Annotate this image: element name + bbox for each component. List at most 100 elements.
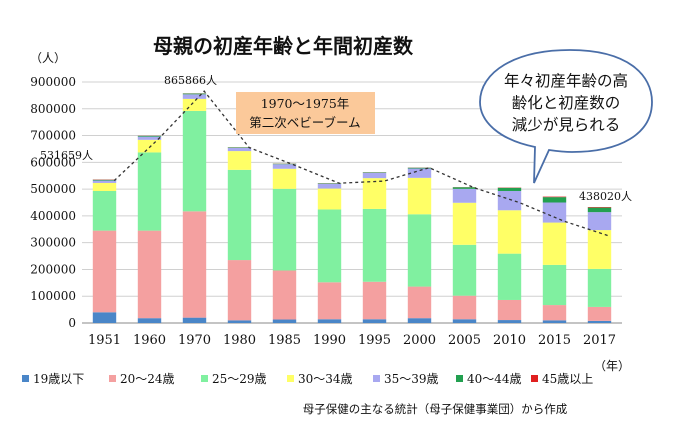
legend-swatch — [287, 375, 294, 382]
bar-segment — [452, 319, 477, 323]
bar-stack-1985 — [272, 163, 297, 323]
legend-swatch — [109, 375, 116, 382]
chart-title: 母親の初産年齢と年間初産数 — [153, 34, 414, 58]
bar-segment — [137, 318, 162, 323]
bar-segment — [542, 202, 567, 223]
bar-segment — [587, 207, 612, 208]
y-tick-label: 100000 — [30, 289, 76, 303]
bar-segment — [137, 135, 162, 137]
y-tick-label: 300000 — [30, 236, 76, 250]
bar-segment — [497, 320, 522, 323]
bar-segment — [542, 320, 567, 323]
bar-segment — [497, 253, 522, 300]
bar-segment — [362, 281, 387, 320]
bar-segment — [317, 183, 342, 184]
y-tick-label: 400000 — [30, 209, 76, 223]
bar-segment — [542, 264, 567, 306]
x-axis-ticks: 1951 1960 1970 1980 1985 1990 1995 2000 2005 2010… — [88, 333, 616, 348]
bar-segment — [137, 139, 162, 153]
bar-segment — [317, 282, 342, 320]
y-axis-label: （人） — [30, 51, 66, 65]
data-label: 531659人 — [40, 149, 93, 162]
x-tick-label: 1985 — [268, 333, 301, 348]
x-tick-label: 2010 — [493, 333, 526, 348]
bar-stack-2017 — [587, 207, 612, 323]
x-tick-label: 2017 — [583, 333, 616, 348]
bar-segment — [317, 183, 342, 189]
x-tick-label: 2000 — [403, 333, 436, 348]
bar-segment — [227, 147, 252, 148]
bar-segment — [182, 94, 207, 99]
trend-line — [113, 90, 610, 237]
x-tick-label: 1995 — [358, 333, 391, 348]
y-tick-label: 0 — [68, 316, 76, 330]
bar-segment — [317, 188, 342, 210]
bar-stacks — [92, 93, 612, 323]
bar-segment — [407, 168, 432, 178]
bar-segment — [227, 151, 252, 170]
bar-segment — [587, 207, 612, 213]
bar-segment — [452, 202, 477, 245]
bar-segment — [272, 319, 297, 323]
callout-line-2: 第二次ベビーブーム — [249, 115, 360, 130]
bar-segment — [272, 270, 297, 320]
bar-stack-2015 — [542, 196, 567, 323]
bar-segment — [587, 320, 612, 323]
bar-segment — [587, 268, 612, 307]
bar-segment — [452, 188, 477, 203]
legend-swatch — [373, 375, 380, 382]
bar-segment — [317, 319, 342, 323]
bar-segment — [362, 178, 387, 209]
bar-segment — [272, 188, 297, 271]
bar-segment — [497, 299, 522, 321]
data-annotations: 531659人 865866人 438020人 — [40, 74, 632, 203]
bar-segment — [227, 320, 252, 323]
bubble-shape — [479, 49, 653, 184]
bar-stack-1951 — [92, 179, 117, 323]
bar-segment — [497, 187, 522, 191]
legend-label: 30～34歳 — [298, 372, 353, 386]
bar-segment — [362, 172, 387, 179]
bar-segment — [452, 295, 477, 320]
x-tick-label: 1970 — [178, 333, 211, 348]
bar-segment — [407, 214, 432, 287]
bar-segment — [272, 168, 297, 189]
bar-segment — [542, 196, 567, 198]
legend-label: 20～24歳 — [120, 372, 175, 386]
bar-segment — [542, 197, 567, 203]
legend-label: 25～29歳 — [212, 372, 267, 386]
bar-segment — [362, 319, 387, 323]
legend-label: 35～39歳 — [384, 372, 439, 386]
bar-stack-1995 — [362, 172, 387, 323]
speech-bubble: 年々初産年齢の高 齢化と初産数の 減少が見られる — [479, 49, 653, 184]
bubble-line-1: 年々初産年齢の高 — [504, 72, 628, 90]
callout-line-1: 1970～1975年 — [261, 96, 350, 111]
y-tick-label: 500000 — [30, 182, 76, 196]
bar-segment — [272, 163, 297, 165]
bar-segment — [587, 212, 612, 231]
bar-stack-2005 — [452, 187, 477, 323]
bar-segment — [452, 187, 477, 189]
bar-segment — [92, 180, 117, 183]
bar-segment — [407, 318, 432, 323]
y-tick-label: 200000 — [30, 262, 76, 276]
legend-label: 45歳以上 — [542, 372, 593, 386]
bar-segment — [92, 179, 117, 181]
bar-segment — [227, 260, 252, 321]
y-tick-label: 800000 — [30, 102, 76, 116]
bar-segment — [182, 110, 207, 212]
x-tick-label: 2015 — [538, 333, 571, 348]
bar-segment — [587, 230, 612, 269]
legend-swatch — [456, 375, 463, 382]
bar-segment — [227, 169, 252, 261]
bar-segment — [137, 136, 162, 140]
trend-polyline — [113, 90, 610, 237]
legend-label: 40～44歳 — [467, 372, 522, 386]
x-tick-label: 1990 — [313, 333, 346, 348]
bar-segment — [407, 286, 432, 319]
source-note: 母子保健の主なる統計（母子保健事業団）から作成 — [303, 402, 568, 416]
bar-segment — [407, 167, 432, 169]
y-tick-label: 600000 — [30, 155, 76, 169]
y-tick-label: 900000 — [30, 75, 76, 89]
legend-swatch — [201, 375, 208, 382]
